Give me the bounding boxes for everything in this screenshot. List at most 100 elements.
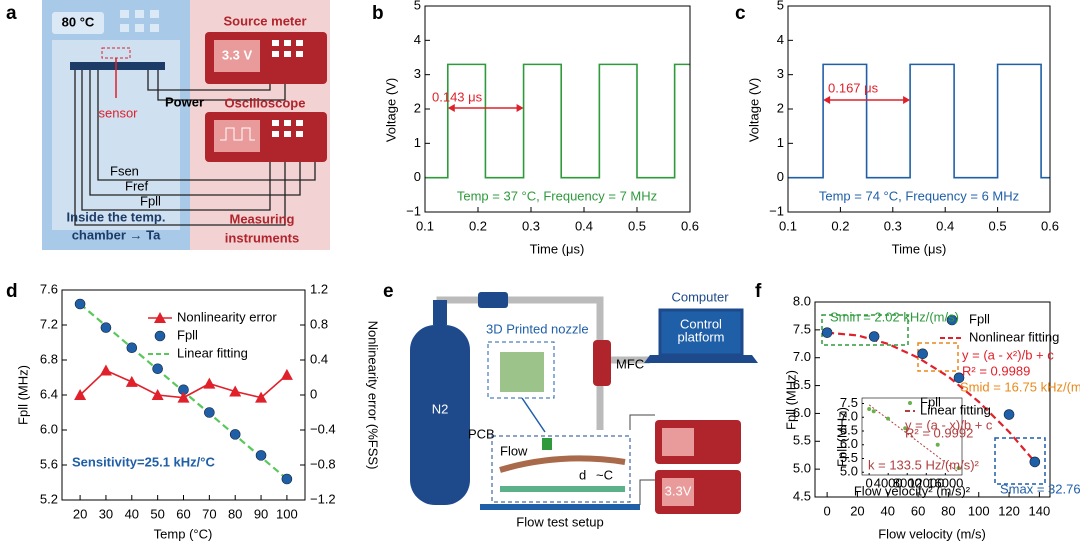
- inset-bg: [862, 398, 962, 475]
- series-line: [788, 63, 1050, 179]
- button-grid: [120, 10, 159, 32]
- x-tick-label: 20: [73, 506, 87, 521]
- y-tick-label: 3: [414, 66, 421, 81]
- x-tick-label: 0.4: [936, 218, 954, 233]
- y2-tick-label: 1.2: [310, 281, 328, 296]
- legend-label: Linear fitting: [177, 345, 248, 360]
- plot-frame: [424, 5, 691, 213]
- nozzle-label: 3D Printed nozzle: [486, 321, 589, 336]
- y-tick-label: 0: [414, 169, 421, 184]
- legend-marker: [154, 330, 166, 342]
- marker: [74, 298, 86, 310]
- x-tick-label: 12000: [908, 475, 944, 490]
- x-tick-label: 40: [125, 506, 139, 521]
- y-tick-label: 4: [414, 32, 421, 47]
- marker: [100, 322, 112, 333]
- fref-label: Fref: [125, 178, 149, 193]
- y-tick-label: 5.2: [40, 491, 58, 506]
- annotation: Sensitivity=25.1 kHz/°C: [72, 454, 215, 469]
- annotation: R² = 0.9989: [962, 363, 1030, 378]
- x-tick-label: 90: [254, 506, 268, 521]
- annotation: R² = 0.9992: [905, 425, 973, 440]
- x-tick-label: 100: [968, 503, 990, 518]
- x-tick-label: 140: [1029, 503, 1051, 518]
- y-tick-label: 5.6: [40, 456, 58, 471]
- marker: [203, 377, 216, 389]
- smax-box: [994, 437, 1046, 485]
- mfc: [593, 340, 611, 386]
- panel-letter: d: [6, 281, 18, 302]
- wires: [74, 70, 316, 226]
- y-tick-label: 5.5: [793, 433, 811, 448]
- marker: [903, 426, 908, 431]
- panel-letter: f: [755, 281, 762, 302]
- x-tick-label: 0.1: [779, 218, 797, 233]
- mfc-label: MFC: [616, 356, 644, 371]
- y-tick-label: 8.0: [793, 293, 811, 308]
- marker: [177, 391, 190, 403]
- diagram-a: 80 °C sensor Power Source meter 3.3 V Os…: [42, 0, 330, 250]
- y-tick-label: 6.8: [40, 351, 58, 366]
- nozzle-box: [487, 341, 555, 399]
- annotation: y = (a - x²)/b + c: [962, 347, 1054, 362]
- x-tick-label: 0.6: [1041, 218, 1059, 233]
- panel-letter: e: [383, 281, 394, 302]
- valve: [478, 292, 508, 308]
- marker: [1029, 456, 1041, 468]
- flow-membrane: [499, 455, 626, 473]
- diagram-e: N2 3D Printed nozzle PCB MFC Computer Co…: [410, 289, 758, 529]
- marker: [126, 342, 138, 354]
- fpll-label: Fpll: [140, 193, 161, 208]
- chamber-label: chamber → Ta: [72, 227, 161, 242]
- x-tick-label: 0.6: [681, 218, 699, 233]
- y2-tick-label: −1.2: [310, 491, 336, 506]
- y-tick-label: 5.0: [793, 461, 811, 476]
- y-tick-label: 1: [777, 135, 784, 150]
- y-tick-label: 3: [777, 66, 784, 81]
- y-tick-label: 5.5: [840, 450, 858, 465]
- y-axis-label: Fpll (MHz): [783, 370, 798, 430]
- x-tick-label: 50: [150, 506, 164, 521]
- x-tick-label: 0.2: [831, 218, 849, 233]
- sm-screen: [214, 40, 260, 72]
- marker: [871, 409, 876, 414]
- plot-frame: [861, 397, 963, 476]
- x-tick-label: 0.3: [522, 218, 540, 233]
- legend-label: Fpll: [177, 327, 198, 342]
- marker: [99, 364, 112, 376]
- marker: [125, 375, 138, 387]
- y-tick-label: 7.0: [840, 409, 858, 424]
- y2-tick-label: −0.8: [310, 456, 336, 471]
- legend-label: Nonlinearity error: [177, 309, 277, 324]
- x-tick-label: 100: [276, 506, 298, 521]
- marker: [953, 372, 965, 384]
- annotation: k = 133.5 Hz/(m/s)²: [868, 457, 980, 472]
- annotation: 0.167 μs: [828, 80, 879, 95]
- y-tick-label: 7.0: [793, 349, 811, 364]
- caption-e: Flow test setup: [516, 514, 603, 529]
- y-tick-label: 6.0: [793, 405, 811, 420]
- instruments-label: Measuring: [229, 211, 294, 226]
- fsen-label: Fsen: [110, 163, 139, 178]
- c-label: ~C: [596, 467, 613, 482]
- legend-marker: [154, 312, 166, 323]
- source-meter-label: Source meter: [223, 13, 306, 28]
- annotation: Temp = 37 °C, Frequency = 7 MHz: [457, 188, 657, 203]
- laptop-base: [644, 355, 758, 363]
- instruments-label: instruments: [225, 230, 299, 245]
- marker: [204, 407, 215, 418]
- x-tick-label: 4000: [874, 475, 903, 490]
- x-tick-label: 0.2: [469, 218, 487, 233]
- x-tick-label: 8000: [893, 475, 922, 490]
- legend-marker: [946, 314, 958, 326]
- plot-frame: [787, 5, 1051, 213]
- y2-tick-label: −0.4: [310, 421, 336, 436]
- y-tick-label: 7.2: [40, 316, 58, 331]
- x-axis-label: Flow velocity (m/s): [878, 526, 986, 541]
- smin-box: [821, 314, 909, 346]
- x-tick-label: 40: [881, 503, 895, 518]
- cables: [629, 414, 655, 505]
- legend-label: Fpll: [920, 394, 941, 409]
- x-tick-label: 0.1: [416, 218, 434, 233]
